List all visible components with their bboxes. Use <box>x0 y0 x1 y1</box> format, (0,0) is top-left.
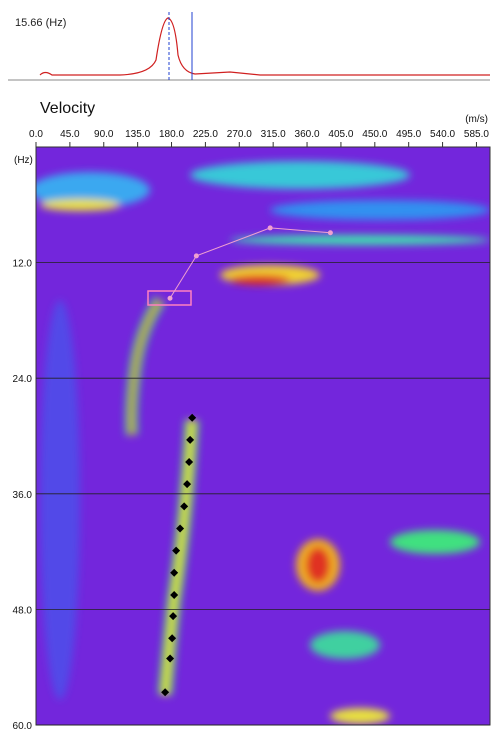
y-tick-label: 48.0 <box>13 605 33 616</box>
x-tick-label: 45.0 <box>60 129 80 140</box>
x-tick-label: 360.0 <box>295 129 320 140</box>
x-tick-label: 405.0 <box>328 129 353 140</box>
x-tick-label: 315.0 <box>261 129 286 140</box>
picked-point <box>169 612 178 621</box>
y-tick-label: 12.0 <box>13 259 33 270</box>
x-tick-label: 135.0 <box>125 129 150 140</box>
x-tick-label: 0.0 <box>29 129 43 140</box>
picked-point <box>188 413 197 422</box>
picked-point <box>176 524 185 533</box>
y-tick-label: 36.0 <box>13 490 33 501</box>
x-tick-label: 450.0 <box>362 129 387 140</box>
pick-point <box>327 230 333 236</box>
spectrum-curve <box>39 17 490 76</box>
x-tick-label: 180.0 <box>159 129 184 140</box>
picked-point <box>180 502 189 511</box>
picked-point <box>168 634 177 643</box>
x-tick-label: 225.0 <box>193 129 218 140</box>
x-tick-label: 270.0 <box>227 129 252 140</box>
picked-point <box>170 590 179 599</box>
picked-point <box>172 546 181 555</box>
y-axis-label: (Hz) <box>14 155 33 166</box>
chart-title: Velocity <box>40 100 95 117</box>
pick-line <box>169 227 331 299</box>
x-tick-label: 540.0 <box>430 129 455 140</box>
pick-point <box>267 225 273 231</box>
picked-point <box>185 458 194 467</box>
y-tick-label: 60.0 <box>13 721 33 732</box>
picked-point <box>161 688 170 697</box>
picked-point <box>166 654 175 663</box>
picked-point <box>186 435 195 444</box>
peak-label: 15.66 (Hz) <box>15 17 66 29</box>
x-tick-label: 90.0 <box>94 129 114 140</box>
pick-point <box>167 295 173 301</box>
picked-point <box>183 480 192 489</box>
y-tick-label: 24.0 <box>13 374 33 385</box>
x-axis-label: (m/s) <box>465 114 488 125</box>
x-tick-label: 585.0 <box>464 129 489 140</box>
pick-point <box>193 253 199 259</box>
dispersion-image <box>36 147 490 725</box>
x-tick-label: 495.0 <box>396 129 421 140</box>
picked-point <box>170 568 179 577</box>
